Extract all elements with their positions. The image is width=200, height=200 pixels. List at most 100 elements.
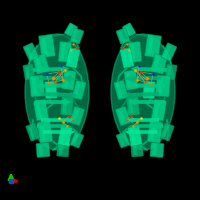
FancyBboxPatch shape <box>33 99 49 121</box>
FancyBboxPatch shape <box>60 128 66 143</box>
FancyArrow shape <box>127 117 159 123</box>
FancyBboxPatch shape <box>128 99 133 113</box>
FancyArrow shape <box>129 83 165 88</box>
FancyBboxPatch shape <box>32 78 37 95</box>
FancyBboxPatch shape <box>120 48 134 68</box>
FancyBboxPatch shape <box>151 54 167 74</box>
FancyBboxPatch shape <box>35 57 42 72</box>
FancyArrow shape <box>125 76 161 81</box>
FancyBboxPatch shape <box>69 106 85 126</box>
FancyBboxPatch shape <box>133 145 137 155</box>
FancyBboxPatch shape <box>147 37 154 54</box>
FancyBboxPatch shape <box>150 143 164 157</box>
FancyBboxPatch shape <box>150 123 156 140</box>
FancyBboxPatch shape <box>64 23 78 37</box>
FancyBboxPatch shape <box>151 99 167 121</box>
FancyBboxPatch shape <box>25 47 33 59</box>
FancyBboxPatch shape <box>23 64 35 80</box>
FancyBboxPatch shape <box>152 144 157 155</box>
FancyBboxPatch shape <box>70 132 84 148</box>
FancyArrow shape <box>33 66 69 72</box>
FancyBboxPatch shape <box>36 102 42 118</box>
FancyBboxPatch shape <box>28 126 35 139</box>
FancyBboxPatch shape <box>128 42 142 62</box>
FancyBboxPatch shape <box>72 134 79 145</box>
FancyArrow shape <box>125 129 157 135</box>
Ellipse shape <box>111 34 175 150</box>
FancyBboxPatch shape <box>116 132 130 148</box>
FancyArrow shape <box>41 92 77 98</box>
FancyBboxPatch shape <box>118 31 125 42</box>
FancyBboxPatch shape <box>58 42 72 62</box>
FancyBboxPatch shape <box>163 45 171 57</box>
FancyBboxPatch shape <box>36 143 50 157</box>
FancyBboxPatch shape <box>147 121 163 143</box>
FancyBboxPatch shape <box>68 50 74 65</box>
FancyBboxPatch shape <box>155 75 171 97</box>
FancyBboxPatch shape <box>130 129 136 144</box>
FancyBboxPatch shape <box>124 26 131 35</box>
FancyArrow shape <box>39 76 75 81</box>
FancyBboxPatch shape <box>70 28 84 44</box>
FancyBboxPatch shape <box>62 70 76 90</box>
FancyBboxPatch shape <box>72 80 86 100</box>
FancyArrow shape <box>43 129 75 135</box>
FancyBboxPatch shape <box>72 30 79 41</box>
FancyBboxPatch shape <box>145 34 161 58</box>
FancyBboxPatch shape <box>45 81 57 99</box>
FancyBboxPatch shape <box>47 83 51 97</box>
FancyBboxPatch shape <box>115 106 131 126</box>
FancyArrow shape <box>129 99 165 105</box>
FancyBboxPatch shape <box>41 38 48 55</box>
FancyBboxPatch shape <box>153 56 160 71</box>
FancyBboxPatch shape <box>154 102 160 118</box>
FancyBboxPatch shape <box>122 23 136 37</box>
FancyBboxPatch shape <box>167 66 172 78</box>
FancyBboxPatch shape <box>114 80 128 100</box>
FancyArrow shape <box>131 123 163 129</box>
FancyBboxPatch shape <box>57 143 69 157</box>
FancyBboxPatch shape <box>162 125 169 138</box>
FancyArrow shape <box>131 66 167 72</box>
FancyBboxPatch shape <box>39 34 55 58</box>
FancyBboxPatch shape <box>124 70 138 90</box>
FancyArrow shape <box>123 92 159 98</box>
FancyArrow shape <box>35 83 71 88</box>
FancyBboxPatch shape <box>74 82 80 97</box>
FancyArrow shape <box>35 99 71 105</box>
FancyBboxPatch shape <box>128 126 142 146</box>
FancyBboxPatch shape <box>131 143 143 157</box>
FancyBboxPatch shape <box>145 83 149 97</box>
FancyArrow shape <box>41 117 73 123</box>
FancyBboxPatch shape <box>40 124 46 141</box>
FancyBboxPatch shape <box>66 48 80 68</box>
FancyArrow shape <box>37 123 69 129</box>
FancyBboxPatch shape <box>64 72 70 87</box>
FancyBboxPatch shape <box>160 123 174 141</box>
FancyBboxPatch shape <box>126 73 132 88</box>
FancyBboxPatch shape <box>161 43 177 61</box>
FancyBboxPatch shape <box>158 77 163 94</box>
FancyBboxPatch shape <box>72 109 79 122</box>
FancyBboxPatch shape <box>29 75 45 97</box>
FancyBboxPatch shape <box>62 99 67 113</box>
FancyBboxPatch shape <box>38 145 43 156</box>
FancyBboxPatch shape <box>116 83 122 98</box>
Ellipse shape <box>25 34 89 150</box>
FancyBboxPatch shape <box>60 44 65 60</box>
FancyBboxPatch shape <box>25 66 30 78</box>
FancyBboxPatch shape <box>143 81 155 99</box>
FancyBboxPatch shape <box>118 135 125 146</box>
FancyBboxPatch shape <box>130 44 135 60</box>
FancyBboxPatch shape <box>59 145 63 155</box>
FancyBboxPatch shape <box>23 43 39 61</box>
FancyBboxPatch shape <box>127 96 139 116</box>
FancyBboxPatch shape <box>37 121 53 143</box>
FancyBboxPatch shape <box>118 110 125 123</box>
FancyBboxPatch shape <box>26 123 40 141</box>
FancyBboxPatch shape <box>66 25 73 34</box>
FancyBboxPatch shape <box>165 64 177 80</box>
FancyBboxPatch shape <box>58 126 72 146</box>
FancyBboxPatch shape <box>33 54 49 74</box>
FancyBboxPatch shape <box>61 96 73 116</box>
